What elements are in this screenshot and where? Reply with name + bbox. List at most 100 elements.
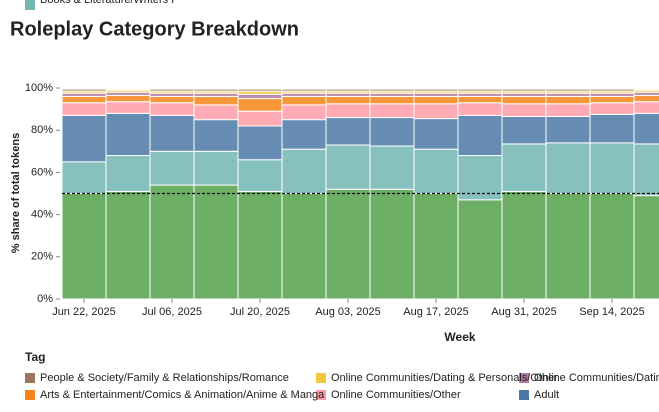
bar-segment	[545, 95, 591, 105]
bar-segment	[633, 87, 659, 90]
y-tick-label: 60%	[31, 166, 53, 178]
bar-segment	[105, 101, 151, 114]
x-tick-label: Aug 03, 2025	[315, 306, 380, 318]
x-tick-label: Aug 31, 2025	[491, 306, 556, 318]
bar-segment	[281, 148, 327, 195]
legend-label: Books & Literature/Writers F	[40, 0, 178, 6]
legend-label: People & Society/Family & Relationships/…	[40, 372, 289, 384]
bar-segment	[237, 93, 283, 100]
bar-segment	[501, 190, 547, 300]
bar-segment	[193, 95, 239, 106]
x-tick-label: Sep 14, 2025	[579, 306, 644, 318]
bar-segment	[281, 119, 327, 150]
bar-segment	[149, 184, 195, 300]
bar-segment	[325, 117, 371, 146]
bar-segment	[369, 95, 415, 105]
bar-segment	[105, 112, 151, 157]
legend-swatch	[519, 373, 529, 383]
bar-segment	[457, 155, 503, 201]
legend-swatch	[316, 390, 326, 400]
bar-segment	[545, 115, 591, 144]
bar-segment	[237, 190, 283, 300]
bar-segment	[413, 87, 459, 90]
legend-swatch	[25, 390, 35, 400]
bar-segment	[325, 95, 371, 105]
x-tick-label: Aug 17, 2025	[403, 306, 468, 318]
bar-segment	[589, 113, 635, 144]
bar-segment	[501, 95, 547, 105]
bar-segment	[589, 102, 635, 115]
bar-segment	[325, 87, 371, 90]
bar-segment	[457, 199, 503, 300]
y-axis-title: % share of total tokens	[10, 133, 22, 253]
bar-segment	[325, 188, 371, 300]
bar-segment	[413, 148, 459, 195]
bar-segment	[61, 87, 107, 90]
bar-segment	[149, 102, 195, 116]
x-tick-label: Jul 20, 2025	[230, 306, 290, 318]
bar-segment	[457, 102, 503, 116]
bar-segment	[193, 119, 239, 152]
bar-segment	[589, 142, 635, 194]
bar-segment	[105, 190, 151, 300]
bar-segment	[149, 150, 195, 186]
bar-segment	[61, 95, 107, 104]
bar-segment	[193, 87, 239, 90]
y-tick-label: 20%	[31, 251, 53, 263]
bar-segment	[501, 115, 547, 145]
bar-segment	[413, 103, 459, 120]
bar-segment	[633, 101, 659, 114]
legend-label: Online Communities/Other	[331, 389, 461, 401]
bar-segment	[105, 94, 151, 103]
legend-swatch	[25, 0, 35, 10]
bar-segment	[633, 112, 659, 145]
bar-segment	[501, 103, 547, 117]
bar-segment	[501, 143, 547, 192]
bar-segment	[61, 193, 107, 300]
x-axis-title: Week	[444, 330, 475, 344]
bar-segment	[457, 87, 503, 90]
legend-label: Arts & Entertainment/Comics & Animation/…	[40, 389, 325, 401]
bar-segment	[501, 87, 547, 90]
bar-segment	[61, 102, 107, 116]
x-tick-label: Jun 22, 2025	[52, 306, 116, 318]
bar-segment	[237, 159, 283, 192]
legend-label: Adult	[534, 389, 559, 401]
bar-segment	[193, 150, 239, 186]
bar-segment	[237, 110, 283, 127]
bar-segment	[105, 155, 151, 192]
bar-segment	[325, 144, 371, 190]
bar-segment	[369, 117, 415, 147]
bar-segment	[589, 87, 635, 90]
bar-segment	[193, 184, 239, 300]
legend-label: Online Communities/Dating	[534, 372, 659, 384]
bar-segment	[457, 95, 503, 104]
bar-segment	[633, 94, 659, 103]
legend-swatch	[519, 390, 529, 400]
bar-segment	[369, 87, 415, 90]
bar-segment	[325, 103, 371, 119]
legend-title: Tag	[25, 350, 45, 364]
bar-segment	[281, 95, 327, 106]
y-tick-label: 80%	[31, 124, 53, 136]
bar-segment	[281, 193, 327, 300]
bar-segment	[61, 114, 107, 163]
bar-segment	[149, 87, 195, 90]
bar-segment	[281, 87, 327, 90]
bar-segment	[369, 103, 415, 119]
y-tick-label: 0%	[37, 293, 53, 305]
legend-swatch	[25, 373, 35, 383]
y-tick-label: 40%	[31, 209, 53, 221]
bar-segment	[281, 104, 327, 121]
bar-segment	[369, 145, 415, 190]
bar-segment	[413, 193, 459, 300]
legend-label: Online Communities/Dating & Personals/Ot…	[331, 372, 558, 384]
bar-segment	[633, 195, 659, 300]
bar-segment	[589, 193, 635, 300]
legend-swatch	[316, 373, 326, 383]
bar-segment	[105, 87, 151, 90]
bar-segment	[193, 104, 239, 121]
bar-segment	[589, 95, 635, 104]
bar-segment	[457, 114, 503, 157]
